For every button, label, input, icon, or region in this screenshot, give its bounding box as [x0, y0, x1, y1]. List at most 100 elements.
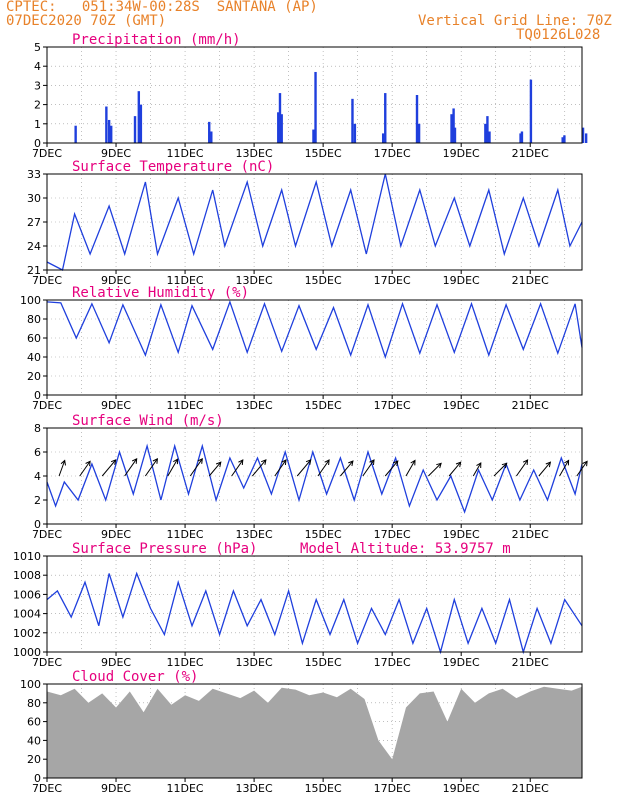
wind-arrow: [79, 460, 91, 477]
precip-bar: [417, 123, 421, 143]
precip-bar: [107, 119, 111, 143]
cloud-xtick-label: 19DEC: [443, 782, 480, 795]
wind-arrow-head: [197, 457, 203, 464]
wind-arrow: [58, 460, 66, 477]
precip-bar: [452, 108, 455, 143]
precip-bar: [519, 133, 522, 143]
wind-xtick-label: 17DEC: [374, 528, 411, 541]
wind-arrow-head: [410, 459, 416, 466]
cloud-xtick-label: 17DEC: [374, 782, 411, 795]
cloud-xtick-label: 15DEC: [305, 782, 342, 795]
wind-arrow: [251, 459, 267, 477]
precip-title: Precipitation (mm/h): [72, 32, 241, 48]
wind-arrow-head: [152, 457, 158, 464]
cloud-xtick-label: 11DEC: [167, 782, 204, 795]
temp-ytick-label: 24: [27, 240, 41, 253]
temp-ytick-label: 33: [27, 168, 41, 181]
pressure-xtick-label: 7DEC: [32, 656, 62, 669]
rh-xtick-label: 13DEC: [236, 399, 273, 412]
precip-bar: [488, 131, 491, 143]
precip-xtick-label: 11DEC: [167, 147, 204, 160]
precip-ytick-label: 0: [34, 137, 41, 150]
wind-arrow: [208, 461, 222, 477]
cloud-ytick-label: 40: [27, 734, 41, 747]
temp-ytick-label: 21: [27, 264, 41, 277]
rh-xtick-label: 15DEC: [305, 399, 342, 412]
precip-bar: [110, 125, 113, 143]
wind-arrow: [472, 462, 482, 477]
pressure-xtick-label: 11DEC: [167, 656, 204, 669]
wind-arrow-head: [522, 459, 529, 466]
wind-arrow-head: [305, 459, 312, 465]
wind-ytick-label: 2: [34, 494, 41, 507]
cloud-area: [47, 686, 582, 778]
wind-arrow-head: [324, 459, 330, 466]
pressure-ytick-label: 1000: [13, 646, 41, 659]
wind-arrow: [493, 462, 508, 477]
rh-title: Relative Humidity (%): [72, 285, 249, 301]
wind-arrow: [144, 458, 158, 477]
precip-frame: [46, 46, 583, 144]
pressure-frame: [46, 555, 583, 653]
temp-xtick-label: 17DEC: [374, 274, 411, 287]
wind-arrow-head: [85, 460, 91, 467]
precip-xtick-label: 15DEC: [305, 147, 342, 160]
cloud-ytick-label: 0: [34, 772, 41, 785]
precip-bar: [208, 121, 211, 143]
precip-bar: [312, 129, 315, 143]
wind-arrow: [428, 462, 442, 477]
pressure-xtick-label: 21DEC: [512, 656, 549, 669]
wind-arrow: [167, 458, 178, 477]
wind-arrow: [340, 460, 354, 477]
rh-xtick-label: 9DEC: [101, 399, 131, 412]
precip-bar: [450, 114, 453, 143]
wind-xtick-label: 21DEC: [512, 528, 549, 541]
rh-xtick-label: 19DEC: [443, 399, 480, 412]
temp-xtick-label: 21DEC: [512, 274, 549, 287]
precip-bar: [561, 137, 564, 143]
rh-ytick-label: 100: [20, 294, 41, 307]
pressure-xtick-label: 9DEC: [101, 656, 131, 669]
precip-xtick-label: 17DEC: [374, 147, 411, 160]
wind-arrow-head: [173, 458, 179, 465]
wind-arrow: [538, 461, 551, 477]
wind-arrow: [296, 459, 312, 477]
precip-bar: [381, 133, 385, 143]
wind-arrow-head: [392, 460, 399, 467]
precip-bar: [563, 135, 566, 143]
wind-xtick-label: 11DEC: [167, 528, 204, 541]
precip-bar: [133, 116, 137, 143]
wind-arrow-head: [131, 457, 138, 464]
temp-xtick-label: 11DEC: [167, 274, 204, 287]
cloud-ytick-label: 100: [20, 678, 41, 691]
wind-arrow: [101, 459, 117, 477]
pressure-ytick-label: 1002: [13, 627, 41, 640]
cloud-xtick-label: 21DEC: [512, 782, 549, 795]
wind-arrow: [274, 459, 287, 477]
rh-line: [46, 299, 583, 360]
wind-arrow-head: [476, 462, 482, 469]
precip-bar: [210, 131, 213, 143]
rh-xtick-label: 17DEC: [374, 399, 411, 412]
precip-bar: [105, 106, 108, 143]
precip-bar: [74, 125, 77, 143]
temp-ytick-label: 27: [27, 216, 41, 229]
header-run-date: 07DEC2020 70Z (GMT): [6, 13, 167, 29]
wind-arrow-head: [501, 462, 508, 469]
rh-xtick-label: 11DEC: [167, 399, 204, 412]
rh-xtick-label: 7DEC: [32, 399, 62, 412]
rh-ytick-label: 20: [27, 370, 41, 383]
pressure-ytick-label: 1010: [13, 550, 41, 563]
precip-bar: [520, 131, 524, 143]
wind-arrow-head: [369, 459, 375, 466]
precip-ytick-label: 1: [34, 118, 41, 131]
wind-arrow-head: [281, 459, 287, 466]
rh-frame: [46, 299, 583, 396]
wind-arrow: [362, 459, 375, 477]
precip-bar: [139, 104, 143, 143]
cloud-title: Cloud Cover (%): [72, 669, 198, 685]
precip-xtick-label: 19DEC: [443, 147, 480, 160]
temp-xtick-label: 13DEC: [236, 274, 273, 287]
cloud-ytick-label: 20: [27, 753, 41, 766]
